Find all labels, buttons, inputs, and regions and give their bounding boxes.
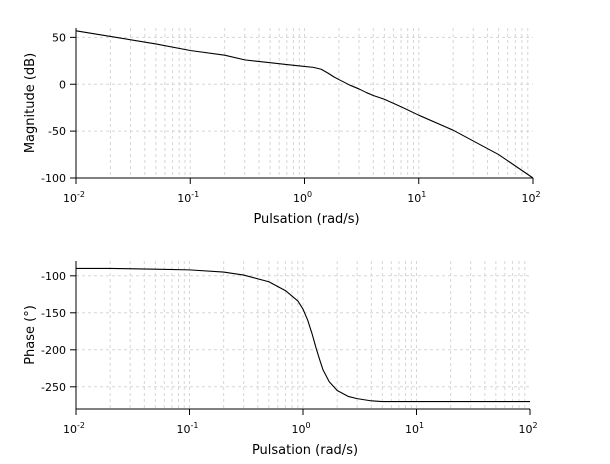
x-axis-title: Pulsation (rad/s) xyxy=(252,443,358,458)
x-tick-label-base: 10 xyxy=(291,423,305,436)
x-tick-label: 102 xyxy=(518,421,537,436)
x-tick-label-base: 10 xyxy=(405,423,419,436)
x-tick-label-base: 10 xyxy=(407,192,421,205)
grid xyxy=(76,261,530,409)
series-line xyxy=(75,30,534,179)
x-tick-label-base: 10 xyxy=(518,423,532,436)
x-tick-label-exponent: 1 xyxy=(421,190,426,199)
x-tick-label: 101 xyxy=(405,421,424,436)
y-axis-title: Phase (°) xyxy=(23,305,38,365)
x-tick-label-exponent: 1 xyxy=(419,421,424,430)
x-tick-label-exponent: -2 xyxy=(77,190,85,199)
y-tick-label: 0 xyxy=(59,78,66,91)
x-tick-label: 101 xyxy=(407,190,426,205)
x-tick-label: 100 xyxy=(291,421,310,436)
x-tick-label-base: 10 xyxy=(293,192,307,205)
phase-plot: 10-2 10-1 100 101 102-100-150-200-250Pulsati… xyxy=(23,261,538,458)
x-tick-label-base: 10 xyxy=(177,423,191,436)
y-tick-label: -50 xyxy=(48,125,66,138)
y-axis-title: Magnitude (dB) xyxy=(23,53,38,153)
x-tick-label-exponent: -1 xyxy=(191,190,199,199)
y-tick-label: -100 xyxy=(41,172,66,185)
y-tick-label: -250 xyxy=(41,381,66,394)
grid xyxy=(76,28,533,178)
x-tick-label-base: 10 xyxy=(521,192,535,205)
y-tick-label: -100 xyxy=(41,270,66,283)
x-tick-label-exponent: 0 xyxy=(307,190,312,199)
x-tick-label: 10-1 xyxy=(177,190,199,205)
y-tick-label: -200 xyxy=(41,344,66,357)
x-tick-label-exponent: 2 xyxy=(532,421,537,430)
x-tick-label-base: 10 xyxy=(63,192,77,205)
x-tick-label: 10-2 xyxy=(63,190,85,205)
y-tick-label: 50 xyxy=(52,31,66,44)
x-axis-title: Pulsation (rad/s) xyxy=(253,212,359,227)
x-tick-label: 100 xyxy=(293,190,312,205)
x-tick-label-base: 10 xyxy=(177,192,191,205)
x-tick-label: 102 xyxy=(521,190,540,205)
y-tick-label: -150 xyxy=(41,307,66,320)
series-line xyxy=(76,267,530,403)
x-tick-label-exponent: -2 xyxy=(77,421,85,430)
x-tick-label-exponent: -1 xyxy=(191,421,199,430)
x-tick-label: 10-2 xyxy=(63,421,85,436)
x-tick-label: 10-1 xyxy=(177,421,199,436)
x-tick-label-exponent: 2 xyxy=(535,190,540,199)
x-tick-label-base: 10 xyxy=(63,423,77,436)
x-tick-label-exponent: 0 xyxy=(305,421,310,430)
